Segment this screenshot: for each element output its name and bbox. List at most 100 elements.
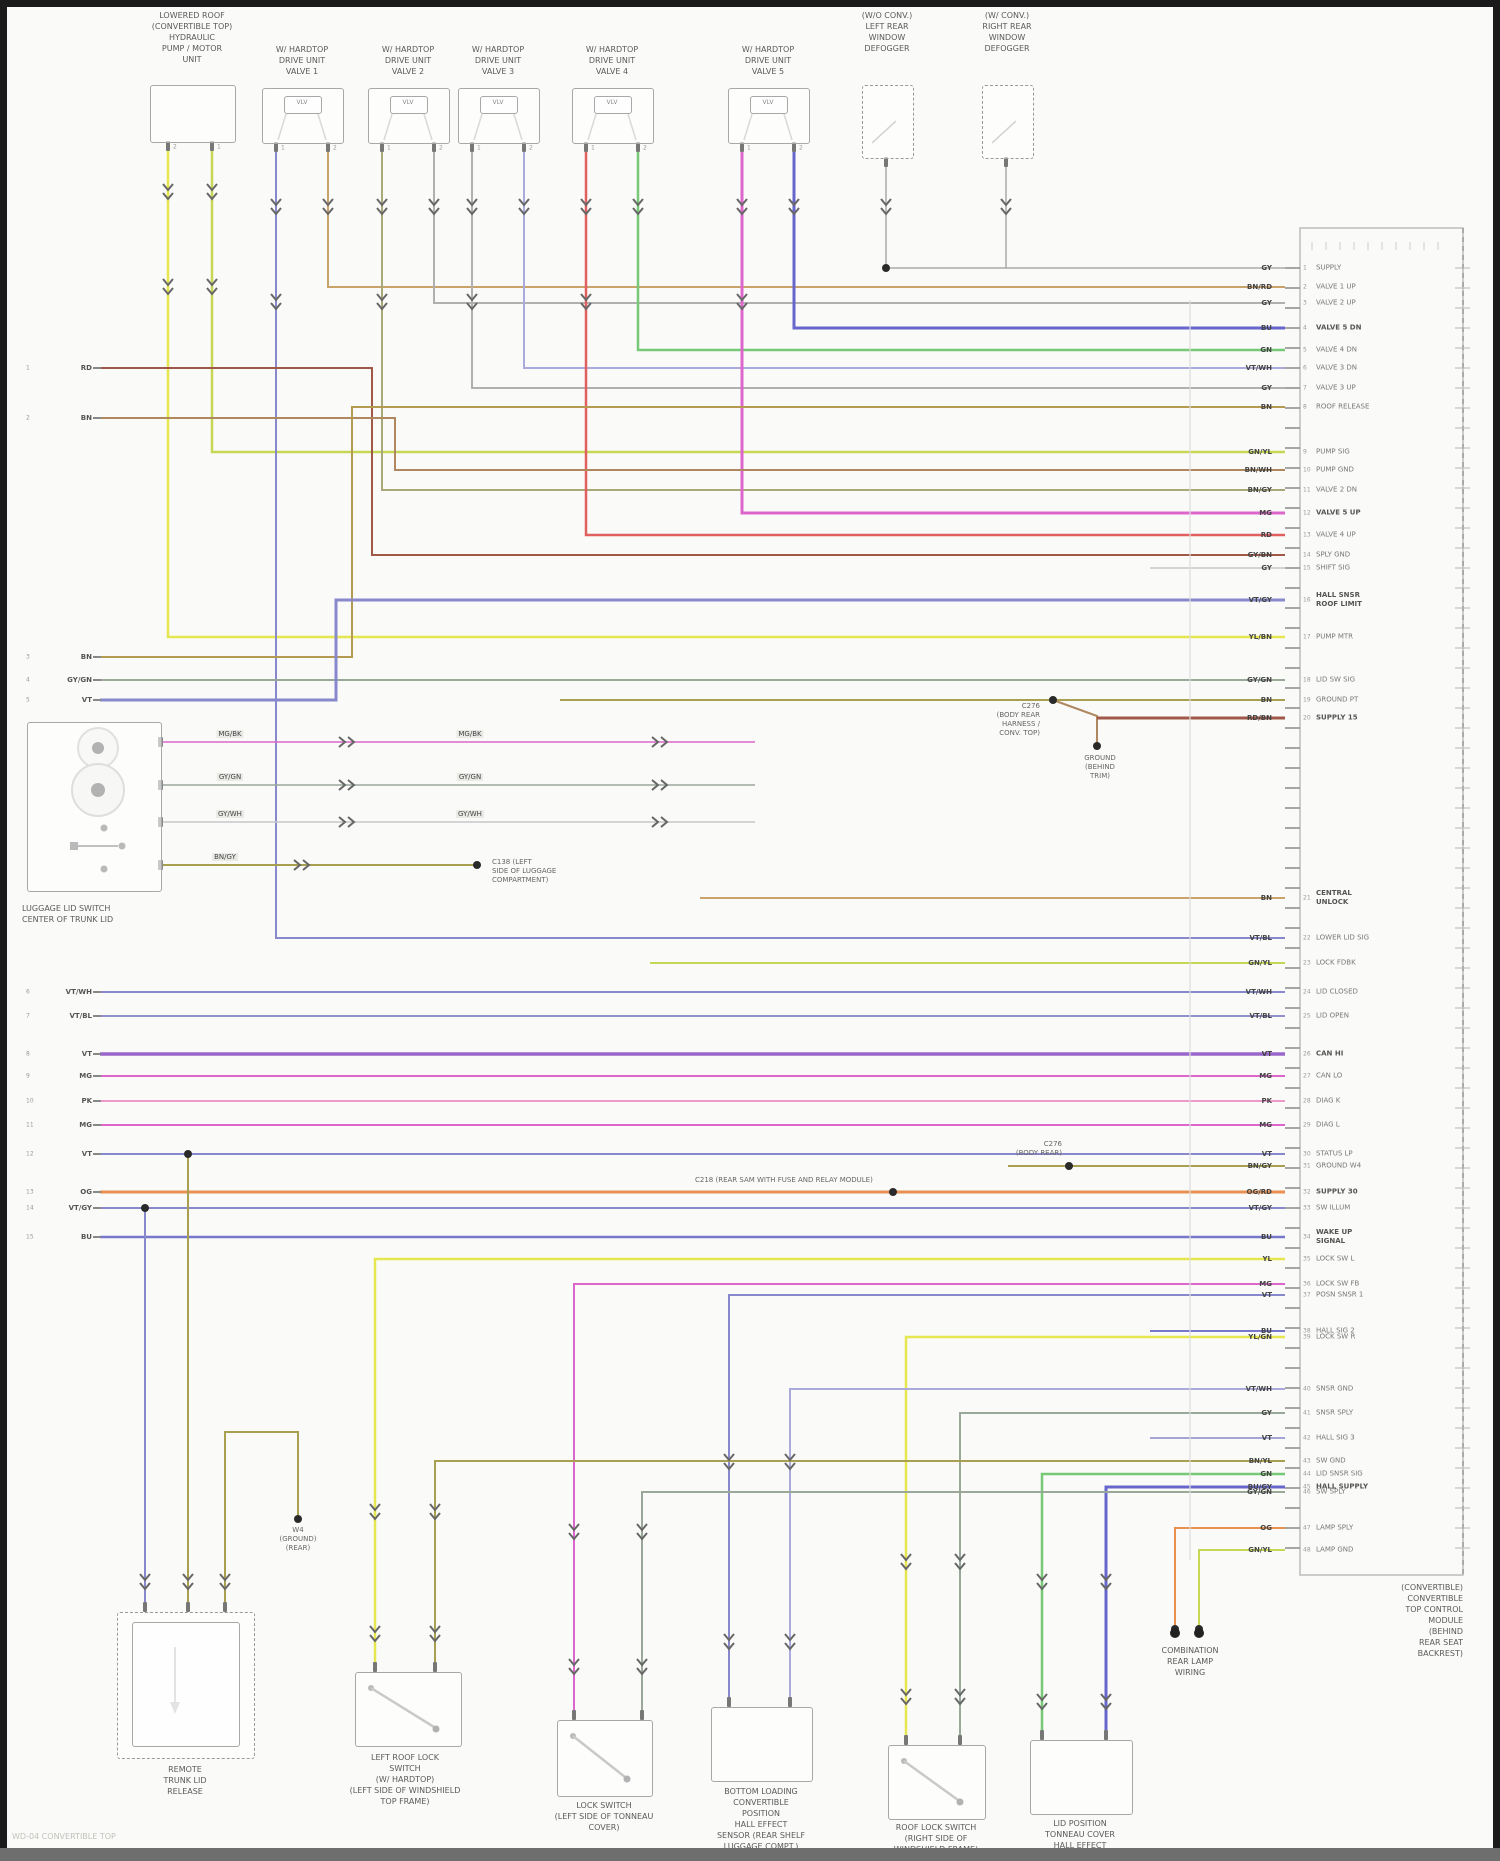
wire-color-label: GY/WH xyxy=(216,810,244,818)
top-component-1 xyxy=(150,85,236,143)
row-wire-color-label: VT/BL xyxy=(1202,934,1272,942)
inline-connector-icon xyxy=(369,1634,381,1643)
row-signal-label-line: SHIFT SIG xyxy=(1316,563,1351,572)
bottom-component-caption-line: LID POSITION xyxy=(1053,1819,1107,1828)
inline-connector-icon xyxy=(632,207,644,216)
inline-connector-icon xyxy=(723,1462,735,1471)
bottom-component-caption: BOTTOM LOADING CONVERTIBLE POSITION HALL EF… xyxy=(717,1786,805,1852)
inline-connector-icon xyxy=(518,198,530,207)
row-signal-label-line: DIAG K xyxy=(1316,1096,1341,1105)
left-terminal-number-line: 12 xyxy=(26,1150,34,1158)
wire-color-label-line: GY/GN xyxy=(218,773,242,781)
inline-connector-icon xyxy=(1036,1573,1048,1582)
wire-color-label-line: BN/GY xyxy=(214,853,236,861)
top-component-caption-line: HYDRAULIC xyxy=(168,33,216,42)
row-wire-color-label-line: OG/RD xyxy=(1246,1188,1272,1196)
wire xyxy=(1174,1527,1285,1629)
left-terminal-label: RD xyxy=(34,364,92,372)
terminal-clip xyxy=(584,142,588,152)
wire xyxy=(641,1491,1285,1720)
left-terminal-label: VT/GY xyxy=(34,1204,92,1212)
wire xyxy=(434,1460,1285,1672)
row-signal-label: LID CLOSED xyxy=(1316,988,1358,997)
row-wire-color-label-line: YL/GN xyxy=(1248,1333,1272,1341)
left-terminal-label-line: BN xyxy=(80,653,92,661)
terminal-clip xyxy=(373,1662,377,1672)
valve-coil-box xyxy=(750,96,788,114)
terminal-number: 1 xyxy=(591,145,595,152)
row-wire-color-label-line: GY/BN xyxy=(1247,551,1272,559)
inline-connector-icon xyxy=(1000,198,1012,207)
row-pin-number: 37 xyxy=(1303,1292,1311,1299)
inline-connector-icon xyxy=(347,816,356,828)
terminal-clip xyxy=(727,1697,731,1707)
row-pin-number: 24 xyxy=(1303,989,1311,996)
bottom-component-caption-line: LUGGAGE COMPT.) xyxy=(723,1842,799,1851)
row-wire-color-label-line: VT xyxy=(1261,1050,1272,1058)
row-wire-color-label-line: RD/BN xyxy=(1247,714,1272,722)
top-component-caption: W/ HARDTOP DRIVE UNIT VALVE 1 xyxy=(276,44,328,77)
row-signal-label-line: SNSR SPLY xyxy=(1316,1408,1354,1417)
inline-connector-icon xyxy=(723,1453,735,1462)
row-signal-label-line: HALL SUPPLY xyxy=(1316,1482,1369,1491)
row-pin-number: 2 xyxy=(1303,284,1307,291)
row-wire-color-label: BN/GY xyxy=(1202,486,1272,494)
inline-connector-icon xyxy=(954,1688,966,1697)
bottom-component-caption-line: RELEASE xyxy=(167,1787,203,1796)
terminal-clip xyxy=(432,142,436,152)
connector-note: C218 (REAR SAM WITH FUSE AND RELAY MODUL… xyxy=(695,1176,873,1185)
inline-connector-icon xyxy=(182,1573,194,1582)
row-signal-label: SHIFT SIG xyxy=(1316,564,1350,573)
row-pin-number: 32 xyxy=(1303,1189,1311,1196)
left-terminal-number-line: 11 xyxy=(26,1121,34,1129)
left-terminal-label: PK xyxy=(34,1097,92,1105)
row-signal-label-line: VALVE 5 UP xyxy=(1316,508,1361,517)
inline-connector-icon xyxy=(182,1582,194,1591)
row-wire-color-label: YL/GN xyxy=(1202,1333,1272,1341)
row-wire-color-label: GN xyxy=(1202,346,1272,354)
left-terminal-label: VT xyxy=(34,1050,92,1058)
bottom-component-caption-line: (W/ HARDTOP) xyxy=(375,1775,435,1784)
connector-note-line: (BEHIND xyxy=(1085,763,1115,771)
terminal-number-line: 1 xyxy=(477,144,481,152)
inline-connector-icon xyxy=(376,207,388,216)
row-pin-number: 38 xyxy=(1303,1328,1311,1335)
top-component-7 xyxy=(862,85,914,159)
inline-connector-icon xyxy=(162,278,174,287)
row-signal-label: CENTRAL UNLOCK xyxy=(1316,889,1352,907)
bottom-component-caption-line: TRUNK LID xyxy=(163,1776,207,1785)
trunk-lid-switch-box xyxy=(27,722,162,892)
row-wire-color-label-line: VT xyxy=(1261,1291,1272,1299)
row-wire-color-label: GY/GN xyxy=(1202,1488,1272,1496)
row-pin-number: 42 xyxy=(1303,1435,1311,1442)
inline-connector-icon xyxy=(322,198,334,207)
top-component-caption-line: LOWERED ROOF xyxy=(159,11,225,20)
left-terminal-number: 15 xyxy=(26,1234,34,1241)
terminal-number-line: 2 xyxy=(529,144,533,152)
row-wire-color-label-line: VT xyxy=(1261,1434,1272,1442)
page-border-bottom xyxy=(0,1848,1500,1861)
row-wire-color-label-line: GY xyxy=(1261,384,1272,392)
row-pin-number-line: 44 xyxy=(1303,1470,1311,1478)
valve-coil-label: VLV xyxy=(482,99,514,106)
inline-connector-icon xyxy=(429,1503,441,1512)
left-terminal-label-line: GY/GN xyxy=(67,676,92,684)
row-wire-color-label: YL/BN xyxy=(1202,633,1272,641)
row-signal-label-line: POSN SNSR 1 xyxy=(1316,1290,1364,1299)
row-pin-number-line: 35 xyxy=(1303,1255,1311,1263)
row-pin-number: 9 xyxy=(1303,449,1307,456)
valve-coil-box xyxy=(390,96,428,114)
inline-connector-icon xyxy=(302,859,311,871)
strip-caption-line: BACKREST) xyxy=(1417,1649,1463,1658)
row-wire-color-label-line: BN/GY xyxy=(1247,1162,1272,1170)
inline-connector-icon xyxy=(466,207,478,216)
junction-dot xyxy=(889,1188,897,1196)
top-component-caption-line: VALVE 5 xyxy=(751,67,785,76)
row-signal-label-line: SW ILLUM xyxy=(1316,1203,1351,1212)
inline-connector-icon xyxy=(429,1512,441,1521)
row-signal-label-line: PUMP SIG xyxy=(1316,447,1350,456)
row-wire-color-label: BN/WH xyxy=(1202,466,1272,474)
bottom-component-5 xyxy=(888,1745,986,1820)
row-wire-color-label: YL xyxy=(1202,1255,1272,1263)
bottom-component-caption: REMOTE TRUNK LID RELEASE xyxy=(163,1764,206,1797)
